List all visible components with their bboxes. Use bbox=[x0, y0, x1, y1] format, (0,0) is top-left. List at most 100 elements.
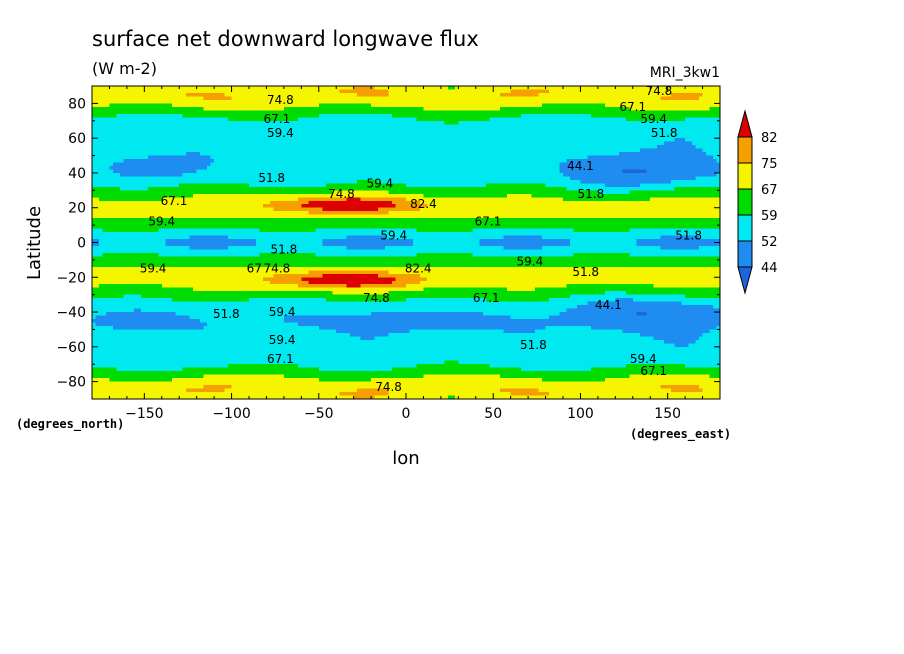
field-cell bbox=[137, 110, 142, 115]
field-cell bbox=[367, 145, 372, 150]
field-cell bbox=[409, 127, 414, 132]
field-cell bbox=[667, 155, 672, 160]
field-cell bbox=[290, 141, 295, 146]
field-cell bbox=[479, 120, 484, 125]
field-cell bbox=[137, 162, 142, 167]
field-cell bbox=[646, 152, 651, 157]
field-cell bbox=[671, 96, 676, 101]
field-cell bbox=[378, 172, 383, 177]
field-cell bbox=[262, 141, 267, 146]
field-cell bbox=[716, 92, 720, 97]
field-cell bbox=[119, 120, 124, 125]
field-cell bbox=[618, 162, 623, 167]
field-cell bbox=[535, 99, 540, 104]
field-cell bbox=[123, 179, 128, 184]
field-cell bbox=[374, 89, 379, 94]
field-cell bbox=[409, 162, 414, 167]
field-cell bbox=[126, 169, 131, 174]
field-cell bbox=[98, 99, 103, 104]
field-cell bbox=[112, 169, 117, 174]
field-cell bbox=[151, 131, 156, 136]
field-cell bbox=[235, 117, 240, 122]
field-cell bbox=[182, 152, 187, 157]
field-cell bbox=[433, 131, 438, 136]
field-cell bbox=[486, 148, 491, 153]
field-cell bbox=[559, 141, 564, 146]
field-cell bbox=[193, 86, 198, 90]
field-cell bbox=[175, 138, 180, 143]
field-cell bbox=[437, 113, 442, 118]
field-cell bbox=[144, 103, 149, 108]
field-cell bbox=[144, 120, 149, 125]
field-cell bbox=[186, 152, 191, 157]
field-cell bbox=[92, 110, 96, 115]
field-cell bbox=[493, 110, 498, 115]
field-cell bbox=[545, 138, 550, 143]
field-cell bbox=[287, 138, 292, 143]
field-cell bbox=[179, 155, 184, 160]
field-cell bbox=[322, 159, 327, 164]
field-cell bbox=[144, 148, 149, 153]
field-cell bbox=[154, 165, 159, 170]
field-cell bbox=[360, 162, 365, 167]
field-cell bbox=[528, 155, 533, 160]
field-cell bbox=[671, 169, 676, 174]
field-cell bbox=[395, 179, 400, 184]
field-cell bbox=[266, 120, 271, 125]
field-cell bbox=[618, 106, 623, 111]
field-cell bbox=[503, 117, 508, 122]
field-cell bbox=[657, 120, 662, 125]
field-cell bbox=[496, 113, 501, 118]
field-cell bbox=[636, 165, 641, 170]
field-cell bbox=[112, 179, 117, 184]
field-cell bbox=[123, 134, 128, 139]
field-cell bbox=[528, 103, 533, 108]
field-cell bbox=[688, 162, 693, 167]
field-cell bbox=[412, 89, 417, 94]
field-cell bbox=[151, 138, 156, 143]
field-cell bbox=[280, 106, 285, 111]
field-cell bbox=[622, 134, 627, 139]
field-cell bbox=[357, 159, 362, 164]
field-cell bbox=[249, 117, 253, 122]
field-cell bbox=[528, 89, 533, 94]
field-cell bbox=[179, 110, 184, 115]
field-cell bbox=[688, 172, 693, 177]
field-cell bbox=[531, 86, 536, 90]
field-cell bbox=[311, 127, 316, 132]
field-cell bbox=[559, 138, 564, 143]
field-cell bbox=[165, 103, 170, 108]
field-cell bbox=[186, 92, 191, 97]
field-cell bbox=[510, 152, 515, 157]
field-cell bbox=[402, 131, 407, 136]
field-cell bbox=[116, 131, 121, 136]
field-cell bbox=[660, 110, 665, 115]
field-cell bbox=[112, 103, 117, 108]
field-cell bbox=[629, 162, 634, 167]
field-cell bbox=[235, 141, 240, 146]
field-cell bbox=[378, 169, 383, 174]
field-cell bbox=[235, 148, 240, 153]
field-cell bbox=[252, 159, 257, 164]
field-cell bbox=[545, 148, 550, 153]
field-cell bbox=[580, 148, 585, 153]
field-cell bbox=[102, 120, 107, 125]
field-cell bbox=[336, 124, 341, 129]
field-cell bbox=[632, 131, 637, 136]
field-cell bbox=[273, 113, 278, 118]
field-cell bbox=[618, 92, 623, 97]
field-cell bbox=[646, 155, 651, 160]
field-cell bbox=[583, 127, 588, 132]
field-cell bbox=[716, 165, 720, 170]
field-cell bbox=[325, 159, 330, 164]
field-cell bbox=[681, 113, 686, 118]
field-cell bbox=[709, 131, 714, 136]
field-cell bbox=[203, 120, 208, 125]
field-cell bbox=[140, 169, 145, 174]
field-cell bbox=[315, 96, 320, 101]
field-cell bbox=[552, 172, 557, 177]
field-cell bbox=[556, 145, 561, 150]
field-cell bbox=[371, 92, 376, 97]
field-cell bbox=[175, 162, 180, 167]
field-cell bbox=[556, 169, 561, 174]
